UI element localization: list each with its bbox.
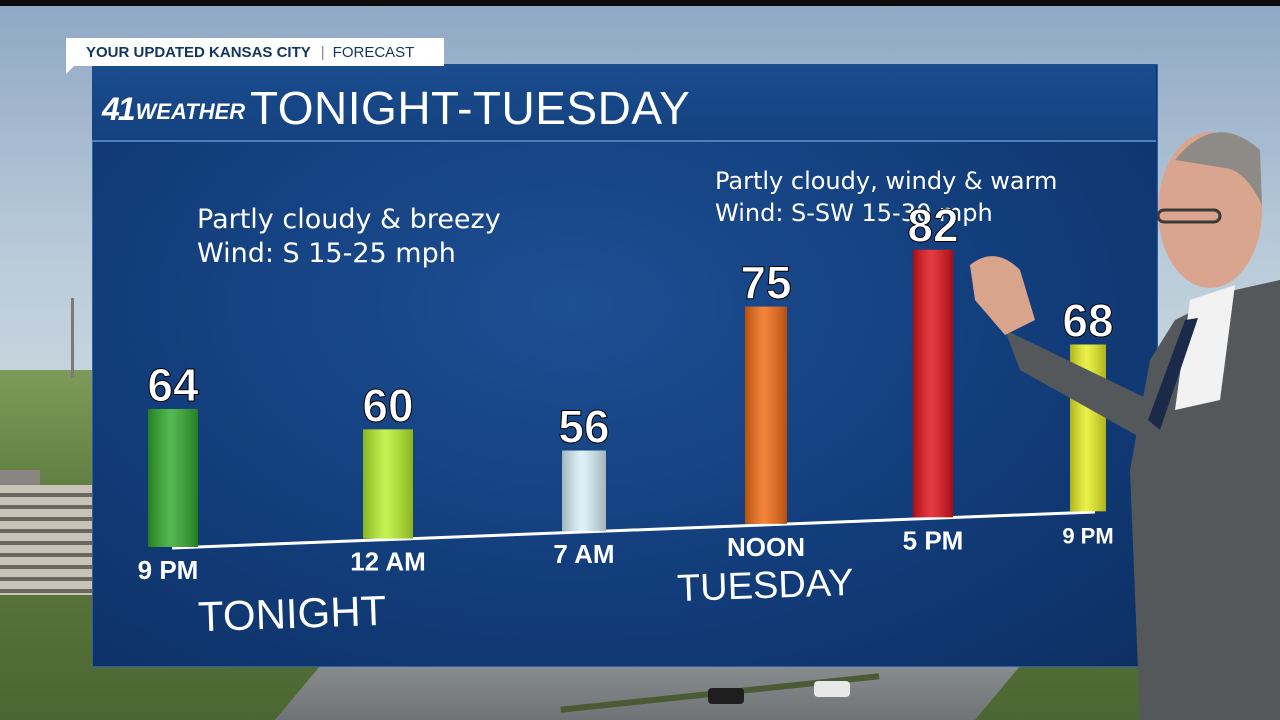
temp-value-label: 75	[740, 257, 791, 309]
temp-value-label: 64	[147, 359, 199, 411]
necktie	[1148, 318, 1198, 430]
tuesday-conditions-a: Partly cloudy,	[715, 167, 886, 195]
tonight-description: Partly cloudy & breezy Wind: S 15-25 mph	[197, 203, 501, 271]
page-title: TONIGHT-TUESDAY	[250, 82, 691, 134]
time-label: 7 AM	[553, 539, 614, 569]
tonight-wind: Wind: S 15-25 mph	[197, 238, 456, 269]
tag-city: YOUR UPDATED KANSAS CITY	[86, 43, 311, 61]
tuesday-wind-a: Wind: S-SW 15-30	[715, 199, 939, 227]
white-car	[814, 681, 850, 697]
building	[0, 485, 92, 595]
tag-separator: |	[320, 43, 325, 61]
time-label: NOON	[727, 532, 805, 562]
tag-tail	[66, 64, 76, 74]
hair	[1175, 132, 1262, 205]
temp-value-label: 60	[362, 379, 413, 431]
temp-value-label: 56	[558, 401, 609, 453]
baseline	[171, 510, 1096, 550]
tag-label: FORECAST	[332, 43, 415, 61]
forecast-panel	[92, 64, 1158, 667]
panel-header	[92, 64, 1156, 142]
time-label: 5 PM	[903, 525, 964, 555]
logo-word: WEATHER	[135, 99, 246, 124]
radio-tower	[71, 298, 74, 378]
tuesday-description: Partly cloudy, windy & warm Wind: S-SW 1…	[715, 165, 1057, 229]
temp-bar-shading	[363, 429, 413, 539]
temp-bar-shading	[913, 249, 953, 518]
time-label: 9 PM	[138, 555, 199, 585]
temp-bar-shading	[745, 306, 787, 524]
tuesday-conditions-b: windy & warm	[885, 167, 1058, 195]
time-label: 12 AM	[350, 547, 426, 577]
suit-arm	[1005, 330, 1150, 440]
station-logo: 41 WEATHER	[102, 91, 245, 125]
glasses	[1156, 208, 1222, 224]
forecast-tag: YOUR UPDATED KANSAS CITY | FORECAST	[66, 38, 444, 66]
top-letterbox-bar	[0, 0, 1280, 6]
dark-car	[708, 688, 744, 704]
temp-bar-shading	[562, 450, 606, 531]
temp-value-label: 68	[1062, 294, 1113, 346]
tuesday-conditions: Partly cloudy, windy & warm	[715, 165, 1057, 197]
shirt-collar	[1175, 285, 1235, 410]
hand	[970, 256, 1035, 335]
tuesday-wind: Wind: S-SW 15-30 mph	[715, 197, 1057, 229]
time-label: 9 PM	[1062, 523, 1113, 548]
tonight-conditions: Partly cloudy & breezy	[197, 204, 501, 235]
temp-value-label: 82	[907, 200, 958, 252]
temp-bar-shading	[148, 408, 198, 547]
logo-number: 41	[102, 91, 136, 127]
tuesday-wind-b: mph	[938, 199, 993, 227]
